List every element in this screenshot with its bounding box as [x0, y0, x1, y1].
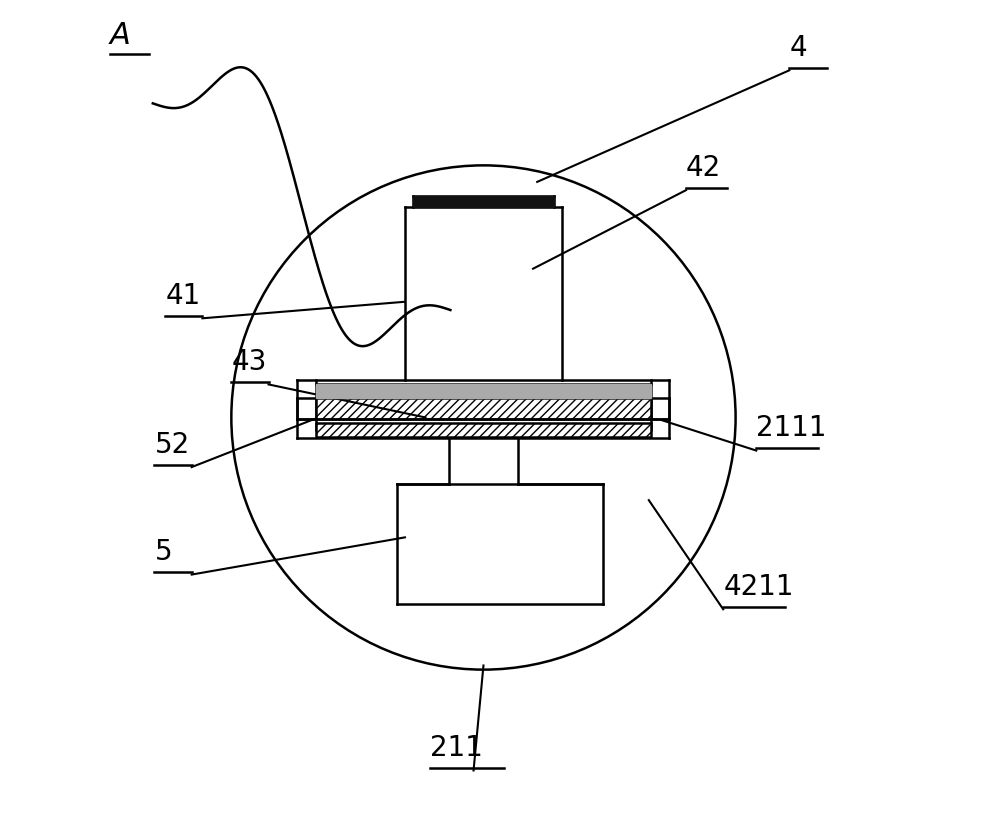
Text: 211: 211	[430, 734, 483, 762]
Polygon shape	[413, 196, 554, 207]
Bar	[316, 398, 651, 419]
Text: 41: 41	[165, 282, 200, 310]
Text: 4211: 4211	[723, 573, 794, 601]
Text: 42: 42	[686, 154, 721, 182]
Text: 5: 5	[154, 539, 172, 566]
Text: 4: 4	[789, 34, 807, 62]
Text: A: A	[110, 21, 131, 49]
Text: 43: 43	[231, 348, 267, 376]
Text: 2111: 2111	[756, 414, 827, 443]
Polygon shape	[316, 383, 651, 398]
Text: 52: 52	[154, 431, 190, 459]
Bar	[316, 423, 651, 437]
